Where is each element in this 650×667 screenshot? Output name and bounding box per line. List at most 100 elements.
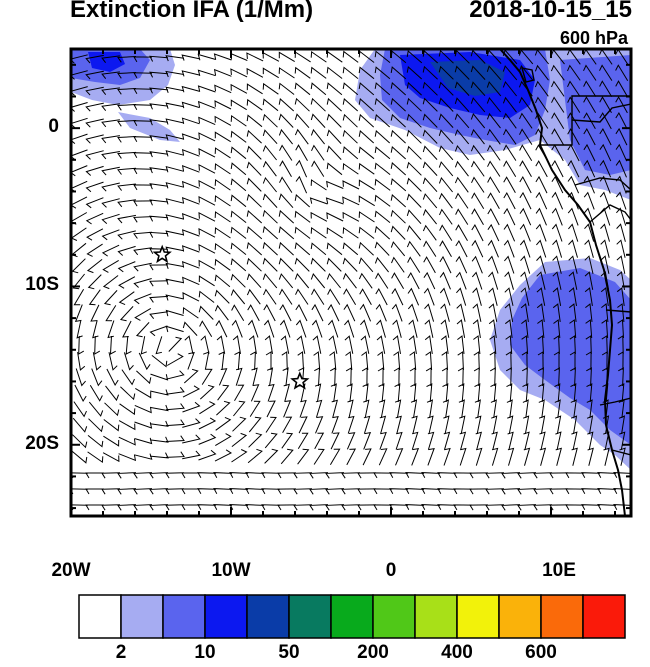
wind-barb [442,399,450,418]
wind-barb [374,146,391,160]
wind-barb [329,351,337,371]
wind-barb [600,287,609,306]
wind-barb [182,418,201,428]
wind-barb [551,191,564,210]
wind-barb [262,273,278,289]
wind-barb [471,160,485,177]
wind-barb [133,184,153,191]
wind-barb [246,257,262,272]
wind-barb [277,488,297,495]
wind-barb [246,98,263,111]
wind-barb [490,383,497,403]
wind-barb [568,255,578,274]
wind-barb [133,56,153,63]
wind-barb [422,224,437,241]
wind-barb [230,114,247,127]
wind-barb [406,113,422,128]
wind-barb [250,351,256,371]
wind-barb [603,431,610,450]
wind-barb [599,191,611,210]
wind-barb [330,432,340,450]
wind-barb [411,431,419,450]
wind-barb [407,256,421,273]
wind-barb [326,212,344,222]
wind-barb [454,129,470,145]
wind-barb [278,257,294,272]
wind-barb [326,180,344,189]
wind-barb [569,351,576,370]
wind-barb [408,319,418,338]
wind-barb [437,472,457,479]
wind-barb [181,197,200,205]
wind-barb [456,287,467,306]
wind-barb [149,215,169,222]
wind-barb [488,319,497,338]
wind-barb [359,288,372,306]
wind-barb [537,367,544,387]
wind-barb [262,129,278,145]
wind-barb [125,335,132,355]
wind-barb [232,335,241,354]
wind-barb [373,504,393,511]
wind-barb [470,128,485,145]
wind-barb [149,264,169,271]
wind-barb [165,278,184,285]
wind-barb [277,504,297,511]
wind-barb [535,144,548,162]
wind-barb [601,335,608,355]
wind-barb [278,98,295,112]
wind-barb [149,231,169,238]
wind-barb [456,319,466,338]
wind-barb [342,196,360,206]
wind-barb [245,504,265,511]
wind-barb [422,113,438,128]
wind-barb [168,336,183,352]
wind-barb [504,287,514,306]
wind-barb [378,448,388,466]
wind-barb [198,148,216,158]
wind-barb [390,194,407,208]
wind-barb [214,195,231,207]
wind-barb [439,208,453,225]
wind-barb [87,435,104,448]
wind-barb [278,51,295,63]
wind-barb [71,117,88,128]
wind-barb [94,335,101,355]
wind-barb [551,159,564,178]
wind-barb [165,198,184,205]
wind-barb [133,216,153,223]
wind-barb [455,192,469,209]
wind-barb [294,226,311,239]
wind-barb [455,208,469,225]
wind-barb [214,163,231,175]
wind-barb [165,504,185,511]
wind-barb [278,241,294,256]
wind-barb [475,447,483,466]
wind-barb [437,504,457,511]
wind-barb [535,160,548,178]
wind-barb [278,193,294,209]
wind-barb [408,335,417,354]
wind-barb [294,128,309,145]
wind-barb [71,196,88,209]
wind-barb [458,383,465,403]
wind-barb [149,280,169,287]
wind-barb [155,336,163,355]
wind-barb [471,223,484,242]
lat-label: 0 [48,116,59,138]
wind-barb [199,320,213,337]
wind-barb [475,415,482,434]
wind-barb [279,319,291,338]
wind-barb [539,431,546,450]
wind-barb [406,193,422,208]
wind-barb [373,472,393,479]
wind-barb [438,97,454,112]
wind-barb [342,162,359,175]
wind-barb [165,435,185,442]
wind-barb [283,383,291,402]
wind-barb [214,211,231,223]
wind-barb [315,416,324,434]
wind-barb [231,319,243,338]
station-markers [152,244,310,390]
wind-barb [310,82,327,96]
